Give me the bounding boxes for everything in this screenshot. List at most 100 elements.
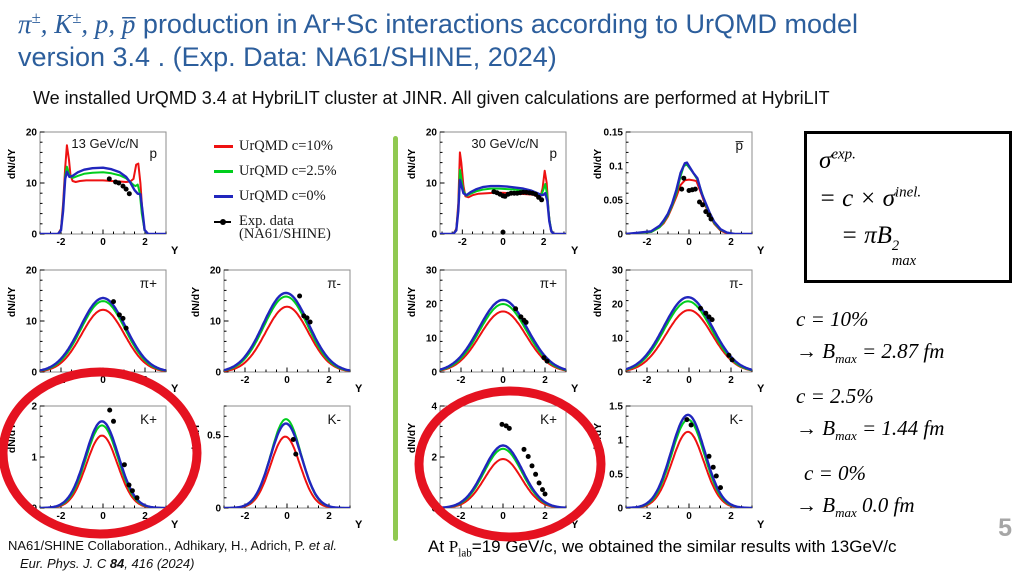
svg-text:2: 2 — [142, 511, 148, 522]
exp-data-point — [307, 319, 313, 325]
exp-data-point — [126, 482, 132, 488]
svg-text:0.15: 0.15 — [604, 128, 624, 139]
svg-text:dN/dY: dN/dY — [592, 423, 604, 453]
exp-data-point — [692, 186, 698, 192]
exp-data-point — [116, 180, 122, 186]
page-title: π±, K±, p, p̅ production in Ar+Sc intera… — [18, 8, 859, 73]
svg-text:K+: K+ — [540, 412, 557, 427]
subtitle: We installed UrQMD 3.4 at HybriLIT clust… — [33, 88, 830, 108]
exp-data-point — [529, 463, 535, 469]
exp-data-point — [709, 317, 715, 323]
exp-data-point — [523, 319, 529, 325]
svg-text:0: 0 — [31, 368, 37, 379]
svg-text:p̅: p̅ — [735, 138, 743, 153]
chart-legend: UrQMD c=10% UrQMD c=2.5% UrQMD c=0% Exp.… — [214, 138, 374, 243]
exp-data-point — [679, 186, 685, 192]
svg-text:-2: -2 — [57, 511, 66, 522]
exp-data-point — [518, 314, 524, 320]
exp-data-point — [111, 299, 116, 305]
formula-line-3: = πB 2 max — [841, 222, 917, 270]
legend-line-red-icon — [214, 145, 233, 148]
svg-text:2: 2 — [326, 511, 332, 522]
svg-text:0: 0 — [617, 368, 623, 379]
exp-data-point — [123, 186, 129, 192]
svg-text:0: 0 — [617, 504, 623, 515]
svg-text:0.05: 0.05 — [604, 196, 624, 207]
exp-data-point — [293, 451, 299, 457]
svg-text:0: 0 — [31, 230, 37, 241]
svg-text:1: 1 — [617, 436, 623, 447]
svg-text:K+: K+ — [140, 412, 157, 427]
exp-data-point — [726, 352, 732, 358]
svg-text:0: 0 — [31, 504, 37, 515]
title-line2: version 3.4 . (Exp. Data: NA61/SHINE, 20… — [18, 42, 557, 73]
exp-data-point — [698, 305, 703, 311]
exp-data-point — [708, 216, 714, 222]
svg-text:Y: Y — [171, 383, 179, 395]
exp-data-point — [500, 229, 506, 235]
citation-line2: Eur. Phys. J. C 84, 416 (2024) — [20, 556, 195, 571]
svg-text:Y: Y — [757, 519, 765, 531]
curve-blue — [626, 296, 752, 371]
svg-text:0: 0 — [215, 368, 221, 379]
exp-data-point — [290, 437, 296, 442]
svg-text:20: 20 — [426, 300, 438, 311]
formula-line-2: = c × σinel. — [819, 184, 922, 212]
exp-data-point — [540, 487, 545, 493]
svg-text:Y: Y — [571, 383, 579, 395]
svg-text:20: 20 — [612, 300, 624, 311]
svg-text:10: 10 — [26, 317, 38, 328]
exp-data-point — [120, 315, 126, 321]
svg-text:10: 10 — [210, 317, 222, 328]
exp-data-point — [533, 191, 538, 197]
svg-text:0: 0 — [686, 511, 692, 522]
formula-line-1: σexp. — [819, 146, 856, 174]
citation-line1: NA61/SHINE Collaboration., Adhikary, H.,… — [8, 538, 338, 553]
svg-text:10: 10 — [26, 179, 38, 190]
chart-panel-kplus-13gev: -2 0 2 0 1 2 dN/dY Y K+ — [6, 396, 188, 534]
exp-data-point — [107, 407, 113, 413]
exp-data-point — [718, 485, 723, 491]
svg-text:π-: π- — [729, 276, 743, 291]
svg-text:dN/dY: dN/dY — [406, 423, 418, 453]
kp13-svg: -2 0 2 0 1 2 dN/dY Y K+ — [6, 402, 179, 532]
svg-text:1.5: 1.5 — [609, 402, 623, 413]
svg-text:2: 2 — [728, 375, 734, 386]
svg-text:0: 0 — [284, 511, 290, 522]
svg-text:Y: Y — [571, 519, 579, 531]
svg-text:π+: π+ — [140, 276, 157, 291]
exp-data-point — [536, 480, 542, 486]
svg-text:10: 10 — [426, 334, 438, 345]
svg-text:2: 2 — [326, 375, 332, 386]
curve-blue — [224, 291, 350, 372]
svg-text:-2: -2 — [57, 375, 66, 386]
curve-green — [440, 168, 566, 234]
exp-data-point — [121, 462, 127, 468]
svg-text:dN/dY: dN/dY — [190, 423, 202, 453]
svg-text:0: 0 — [431, 368, 437, 379]
svg-text:-2: -2 — [457, 511, 466, 522]
svg-text:p: p — [549, 146, 557, 161]
svg-text:-2: -2 — [458, 237, 467, 248]
legend-label: UrQMD c=10% — [239, 138, 333, 154]
chart-panel-kminus-30gev: -2 0 2 0 0.5 1 1.5 dN/dY Y K- — [592, 396, 774, 534]
svg-text:K-: K- — [328, 412, 342, 427]
exp-data-point — [729, 357, 735, 363]
svg-text:Y: Y — [171, 519, 179, 531]
svg-text:0: 0 — [686, 237, 692, 248]
page-number: 5 — [998, 514, 1012, 542]
exp-data-point — [123, 325, 129, 331]
svg-text:dN/dY: dN/dY — [592, 149, 604, 179]
c10-result: c = 10% → Bmax = 2.87 fm — [796, 307, 945, 366]
svg-text:K-: K- — [730, 412, 744, 427]
legend-item-expdata: Exp. data — [214, 213, 374, 230]
exp-data-point — [688, 422, 694, 428]
exp-data-point — [521, 446, 527, 452]
curve-blue — [626, 413, 752, 508]
